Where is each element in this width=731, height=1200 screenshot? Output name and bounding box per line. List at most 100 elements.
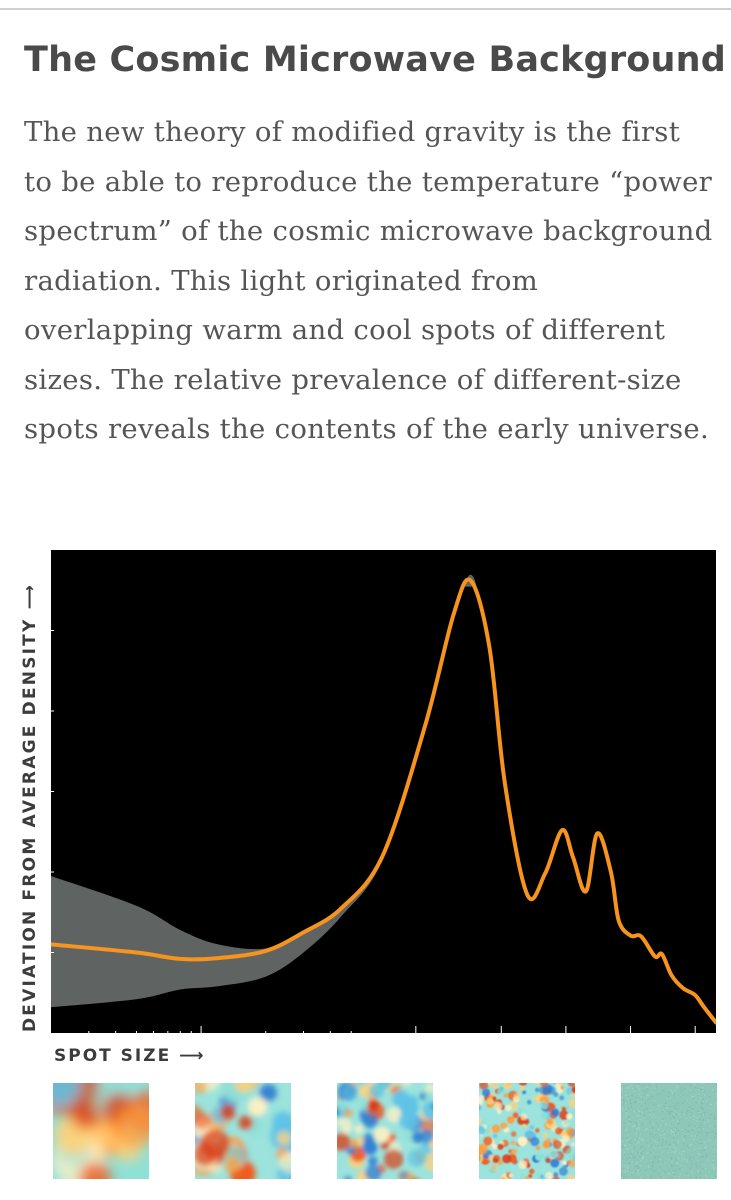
noise-dot bbox=[670, 1133, 672, 1135]
noise-dot bbox=[643, 1109, 645, 1111]
noise-dot bbox=[651, 1095, 653, 1097]
noise-dot bbox=[650, 1154, 652, 1156]
noise-dot bbox=[704, 1168, 706, 1170]
noise-dot bbox=[643, 1122, 645, 1125]
noise-dot bbox=[696, 1141, 699, 1143]
noise-dot bbox=[645, 1107, 647, 1109]
noise-dot bbox=[658, 1128, 660, 1130]
noise-dot bbox=[666, 1110, 668, 1112]
noise-dot bbox=[635, 1170, 637, 1172]
noise-dot bbox=[626, 1157, 628, 1159]
noise-dot bbox=[622, 1099, 625, 1101]
noise-dot bbox=[638, 1137, 640, 1139]
noise-dot bbox=[648, 1084, 650, 1086]
noise-dot bbox=[641, 1119, 643, 1121]
noise-dot bbox=[696, 1165, 698, 1167]
noise-dot bbox=[673, 1137, 675, 1139]
noise-dot bbox=[698, 1115, 700, 1117]
noise-dot bbox=[641, 1151, 644, 1153]
noise-dot bbox=[629, 1139, 631, 1141]
noise-dot bbox=[688, 1130, 690, 1132]
noise-dot bbox=[662, 1138, 664, 1140]
noise-dot bbox=[621, 1159, 623, 1161]
noise-dot bbox=[634, 1152, 636, 1154]
noise-dot bbox=[690, 1115, 692, 1117]
noise-dot bbox=[625, 1170, 627, 1172]
noise-dot bbox=[689, 1144, 691, 1146]
noise-dot bbox=[666, 1097, 668, 1100]
noise-dot bbox=[641, 1101, 643, 1103]
noise-dot bbox=[656, 1094, 658, 1096]
noise-dot bbox=[664, 1171, 666, 1173]
noise-dot bbox=[671, 1092, 674, 1094]
noise-dot bbox=[642, 1145, 644, 1147]
noise-dot bbox=[700, 1124, 703, 1126]
noise-dot bbox=[644, 1148, 646, 1151]
noise-dot bbox=[628, 1085, 630, 1088]
noise-dot bbox=[705, 1132, 708, 1134]
noise-dot bbox=[711, 1131, 713, 1133]
noise-dot bbox=[661, 1144, 663, 1146]
noise-dot bbox=[680, 1116, 682, 1118]
noise-dot bbox=[642, 1117, 645, 1119]
noise-dot bbox=[713, 1160, 715, 1162]
noise-dot bbox=[642, 1139, 644, 1141]
noise-dot bbox=[705, 1174, 707, 1177]
noise-dot bbox=[648, 1098, 650, 1100]
noise-dot bbox=[636, 1129, 638, 1131]
noise-dot bbox=[639, 1155, 641, 1157]
noise-dot bbox=[621, 1087, 623, 1089]
noise-dot bbox=[631, 1172, 633, 1174]
noise-dot bbox=[703, 1169, 705, 1171]
noise-dot bbox=[675, 1148, 677, 1150]
noise-dot bbox=[714, 1091, 716, 1093]
noise-dot bbox=[686, 1112, 688, 1115]
noise-dot bbox=[662, 1176, 665, 1178]
noise-dot bbox=[640, 1177, 642, 1179]
noise-dot bbox=[658, 1145, 660, 1147]
noise-dot bbox=[691, 1169, 694, 1171]
noise-dot bbox=[637, 1133, 639, 1135]
noise-dot bbox=[714, 1132, 717, 1134]
noise-dot bbox=[688, 1145, 691, 1147]
noise-dot bbox=[687, 1104, 689, 1106]
noise-dot bbox=[688, 1146, 690, 1149]
noise-dot bbox=[678, 1119, 680, 1121]
noise-dot bbox=[643, 1094, 645, 1096]
noise-dot bbox=[648, 1165, 650, 1167]
noise-dot bbox=[630, 1121, 632, 1123]
noise-dot bbox=[710, 1125, 712, 1127]
noise-dot bbox=[627, 1171, 629, 1173]
noise-dot bbox=[625, 1115, 627, 1117]
noise-dot bbox=[639, 1089, 641, 1091]
noise-dot bbox=[675, 1150, 677, 1152]
noise-dot bbox=[683, 1114, 685, 1116]
noise-dot bbox=[714, 1147, 716, 1150]
noise-dot bbox=[649, 1121, 651, 1123]
noise-dot bbox=[695, 1102, 697, 1104]
noise-dot bbox=[692, 1094, 694, 1097]
noise-dot bbox=[646, 1152, 648, 1154]
noise-dot bbox=[621, 1090, 624, 1092]
noise-dot bbox=[677, 1140, 679, 1142]
noise-dot bbox=[675, 1159, 677, 1161]
noise-dot bbox=[676, 1087, 678, 1089]
noise-dot bbox=[711, 1164, 713, 1166]
noise-dot bbox=[626, 1149, 628, 1151]
noise-dot bbox=[663, 1118, 665, 1120]
noise-dot bbox=[687, 1174, 689, 1176]
noise-dot bbox=[669, 1097, 671, 1099]
noise-dot bbox=[649, 1132, 651, 1134]
noise-dot bbox=[683, 1138, 685, 1140]
noise-dot bbox=[699, 1170, 702, 1172]
noise-dot bbox=[689, 1156, 691, 1158]
noise-dot bbox=[702, 1119, 705, 1121]
noise-dot bbox=[669, 1165, 671, 1167]
noise-dot bbox=[693, 1095, 695, 1097]
noise-dot bbox=[693, 1156, 695, 1158]
noise-dot bbox=[712, 1105, 714, 1107]
noise-dot bbox=[635, 1165, 637, 1168]
noise-dot bbox=[623, 1126, 625, 1128]
noise-dot bbox=[687, 1130, 689, 1132]
noise-dot bbox=[634, 1101, 636, 1103]
